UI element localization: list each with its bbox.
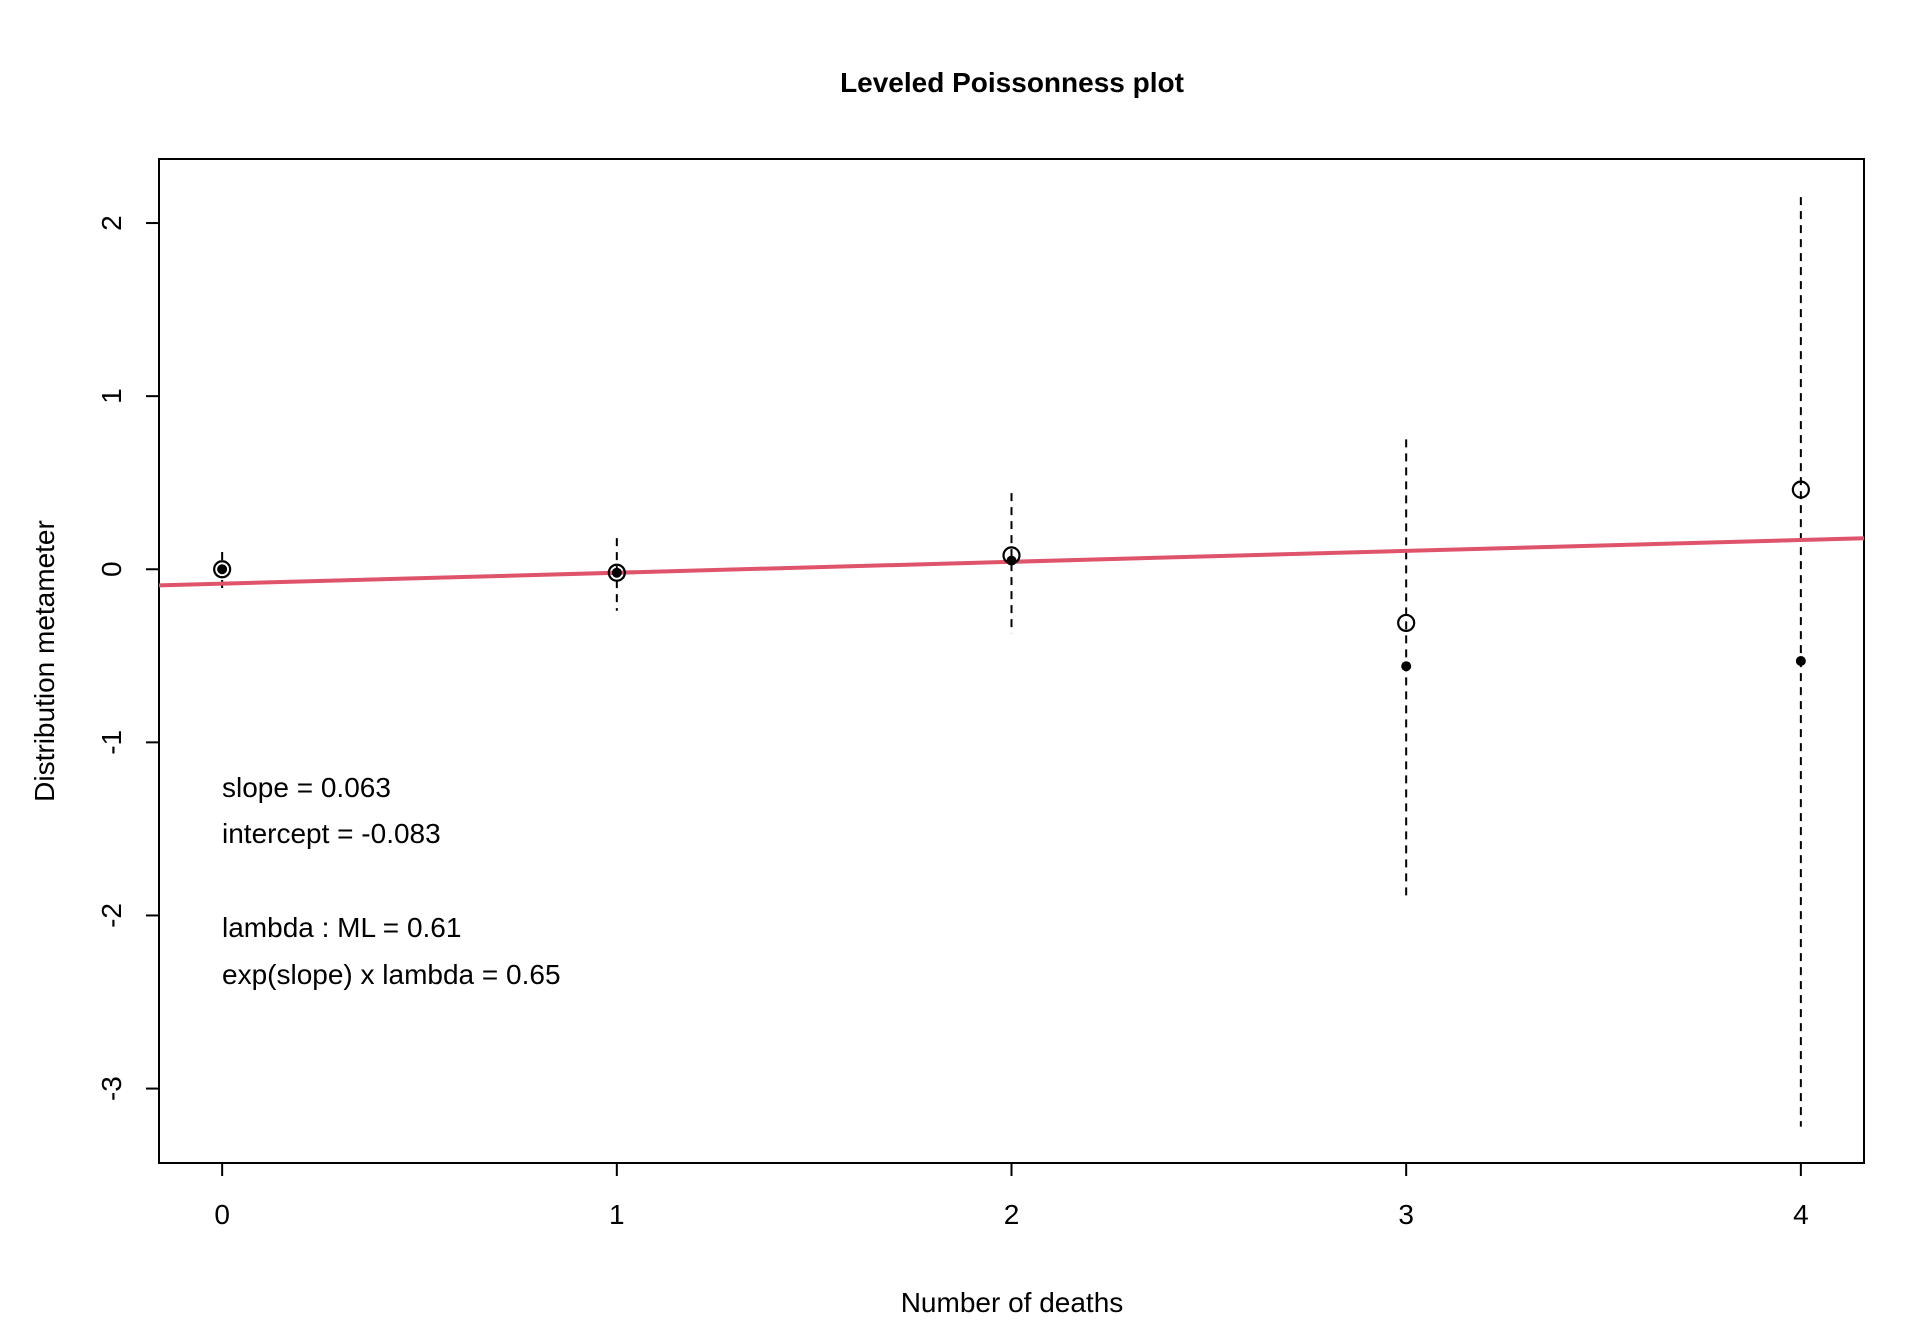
centered-point — [1401, 661, 1412, 672]
y-tick-label: 0 — [96, 561, 127, 577]
y-axis: -3 -2 -1 0 1 2 — [96, 215, 159, 1101]
x-tick-label: 2 — [1004, 1199, 1020, 1230]
y-tick-label: -2 — [96, 903, 127, 928]
centered-point — [1795, 656, 1806, 666]
y-tick-label: 2 — [96, 215, 127, 231]
centered-point — [217, 564, 228, 575]
annotation-exp-slope-lambda: exp(slope) x lambda = 0.65 — [222, 959, 561, 990]
y-tick-label: -1 — [96, 730, 127, 755]
observed-point — [1791, 480, 1810, 499]
y-tick-label: 1 — [96, 388, 127, 404]
x-axis: 0 1 2 3 4 — [214, 1163, 1809, 1230]
plot-frame — [158, 158, 1865, 1164]
annotation-slope: slope = 0.063 — [222, 772, 391, 803]
x-tick-label: 4 — [1793, 1199, 1809, 1230]
x-tick-label: 1 — [609, 1199, 625, 1230]
y-tick-label: -3 — [96, 1076, 127, 1101]
centered-point — [1006, 555, 1017, 566]
x-axis-label: Number of deaths — [901, 1287, 1124, 1318]
annotation-intercept: intercept = -0.083 — [222, 818, 441, 849]
observed-point — [1397, 613, 1416, 633]
chart-title: Leveled Poissonness plot — [840, 67, 1184, 98]
x-tick-label: 3 — [1398, 1199, 1414, 1230]
data-points — [213, 480, 1810, 672]
x-tick-label: 0 — [214, 1199, 230, 1230]
observed-point — [607, 563, 626, 582]
y-axis-label: Distribution metameter — [29, 520, 60, 802]
centered-point — [611, 567, 622, 578]
annotation-lambda-ml: lambda : ML = 0.61 — [222, 912, 461, 943]
observed-point — [213, 560, 232, 579]
